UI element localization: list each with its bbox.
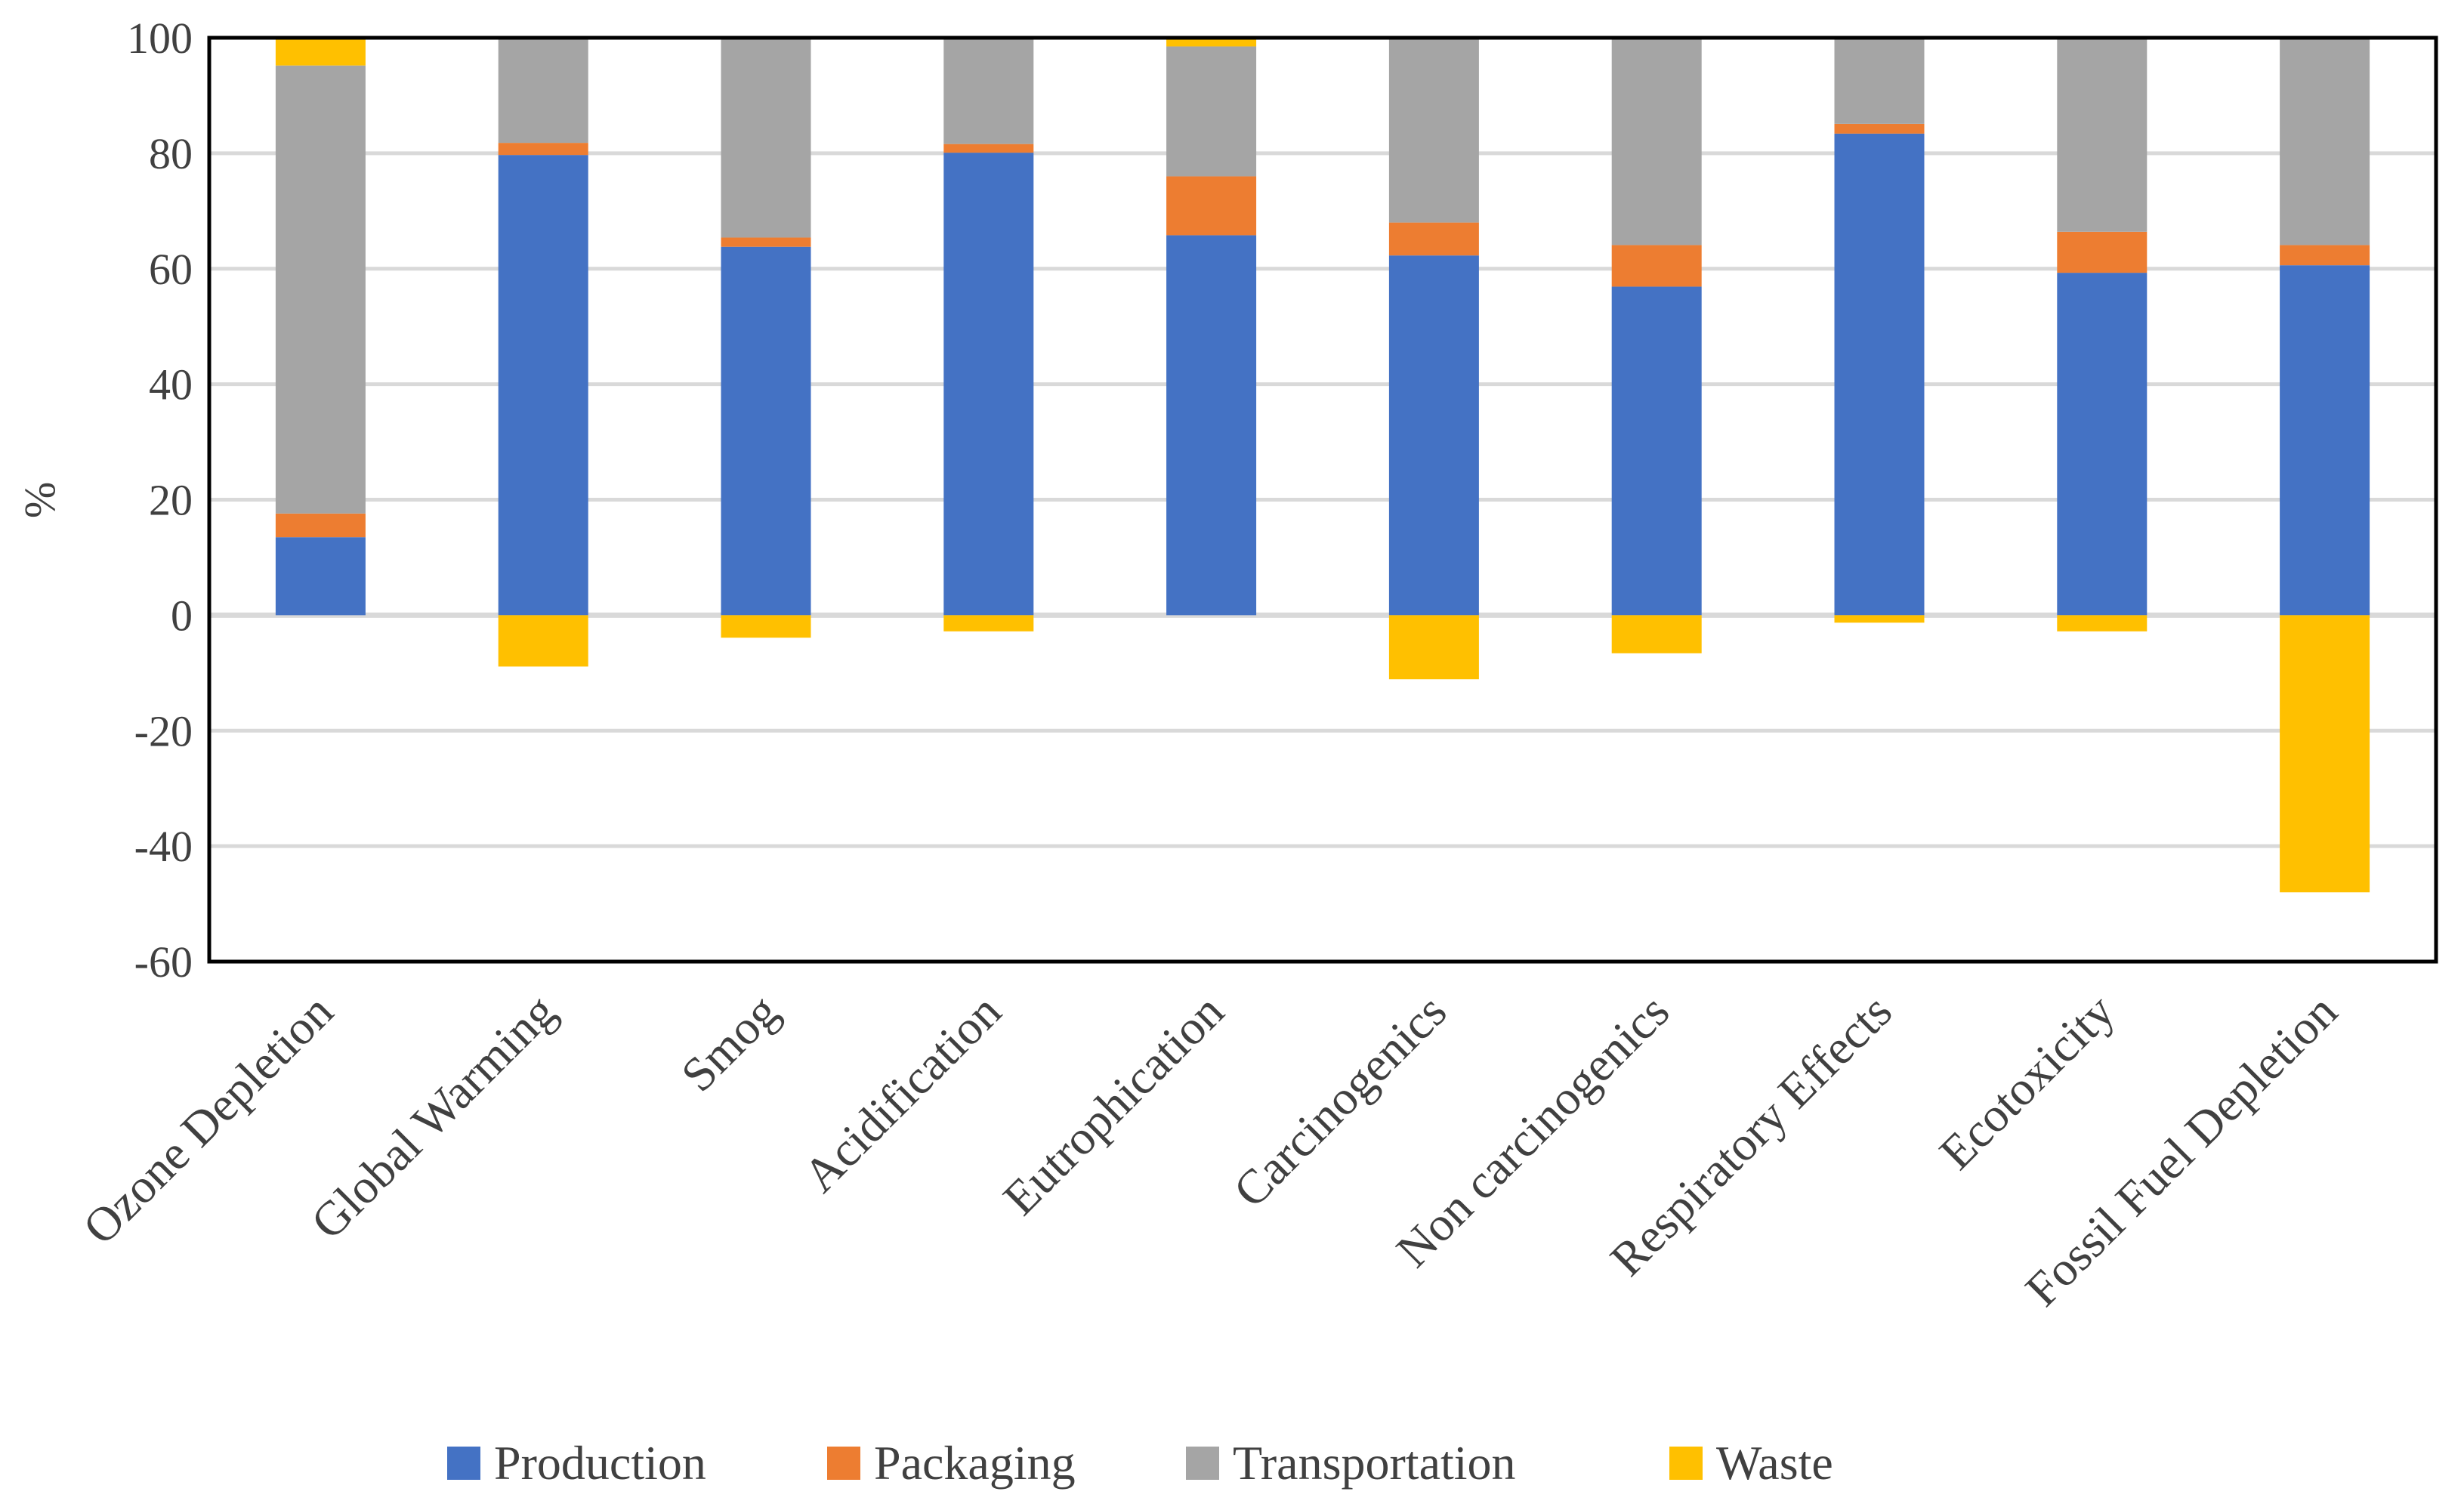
bar-production-ozone-depletion [275,537,366,616]
y-tick-labels: 100 80 60 40 20 0 -20 -40 -60 [127,14,193,987]
bar-packaging-eutrophication [1166,176,1257,236]
bar-production-carcinogenics [1388,255,1479,616]
bar-waste-eutrophication [1166,38,1257,47]
bar-packaging-carcinogenics [1388,222,1479,256]
bar-transportation-eutrophication [1166,46,1257,177]
legend-swatch [447,1447,480,1480]
legend-label: Waste [1716,1436,1833,1490]
y-tick-label: 80 [149,129,193,178]
bar-transportation-non-carcinogenics [1611,38,1702,246]
bar-waste-acidification [943,615,1034,632]
plot-frame [207,36,2438,964]
legend-label: Packaging [874,1436,1076,1490]
bar-transportation-respiratory-effects [1834,38,1925,124]
legend-item-transportation: Transportation [1186,1436,1516,1490]
bar-packaging-ozone-depletion [275,513,366,538]
bar-transportation-carcinogenics [1388,38,1479,223]
category-label: Smog [671,984,789,1102]
bar-packaging-global-warming [498,143,588,156]
bar-packaging-acidification [943,144,1034,153]
bar-transportation-smog [721,38,811,238]
category-label: Eutrophication [993,984,1234,1225]
bars [275,38,2370,893]
legend-label: Transportation [1233,1436,1516,1490]
category-label: Acidification [793,984,1011,1203]
legend-item-production: Production [447,1436,706,1490]
legend-swatch [1669,1447,1703,1480]
bar-production-respiratory-effects [1834,133,1925,616]
legend-swatch [1186,1447,1219,1480]
bar-production-ecotoxicity [2057,273,2148,616]
bar-transportation-acidification [943,38,1034,144]
bar-waste-global-warming [498,615,588,667]
bar-transportation-ozone-depletion [275,65,366,514]
bar-production-smog [721,246,811,616]
bar-waste-non-carcinogenics [1611,615,1702,653]
y-tick-label: -40 [134,822,193,871]
y-tick-label: -60 [134,937,193,987]
y-tick-label: 0 [171,591,193,640]
bar-production-non-carcinogenics [1611,286,1702,616]
bar-production-eutrophication [1166,235,1257,616]
bar-packaging-respiratory-effects [1834,123,1925,134]
bar-waste-ecotoxicity [2057,615,2148,632]
bar-waste-smog [721,615,811,638]
y-tick-label: 60 [149,245,193,294]
y-axis-label: % [15,482,64,518]
bar-packaging-non-carcinogenics [1611,245,1702,287]
y-tick-label: 100 [127,14,193,63]
bar-packaging-smog [721,237,811,247]
bar-production-global-warming [498,155,588,616]
bar-waste-respiratory-effects [1834,615,1925,623]
bar-waste-ozone-depletion [275,38,366,66]
bar-transportation-ecotoxicity [2057,38,2148,232]
bar-packaging-ecotoxicity [2057,231,2148,273]
category-label: Ecotoxicity [1929,984,2125,1180]
legend-item-waste: Waste [1669,1436,1833,1490]
category-label: Carcinogenics [1223,984,1456,1218]
bar-transportation-fossil-fuel-depletion [2280,38,2370,246]
y-tick-label: 20 [149,476,193,525]
bar-packaging-fossil-fuel-depletion [2280,245,2370,266]
y-tick-label: 40 [149,360,193,409]
legend-label: Production [494,1436,706,1490]
bar-production-acidification [943,153,1034,616]
y-tick-label: -20 [134,706,193,755]
legend-swatch [827,1447,860,1480]
legend: Production Packaging Transportation Waste [447,1436,1833,1490]
bar-production-fossil-fuel-depletion [2280,265,2370,616]
bar-waste-carcinogenics [1388,615,1479,680]
bar-transportation-global-warming [498,38,588,144]
bar-waste-fossil-fuel-depletion [2280,615,2370,893]
legend-item-packaging: Packaging [827,1436,1076,1490]
